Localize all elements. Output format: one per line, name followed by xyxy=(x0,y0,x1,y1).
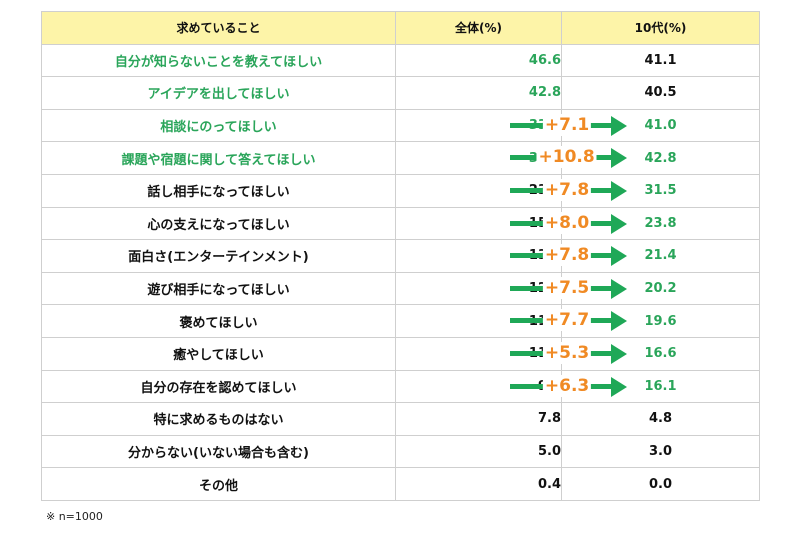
row-teen-value: 41.1 xyxy=(561,43,760,78)
header-teen: 10代(%) xyxy=(561,11,760,45)
diff-label: +5.3 xyxy=(542,341,592,364)
row-all-value: 11.3 xyxy=(395,336,562,371)
row-item-label: 褒めてほしい xyxy=(41,304,396,338)
table-row: 癒やしてほしい11.316.6 xyxy=(41,336,760,371)
row-item-label: 面白さ(エンターテインメント) xyxy=(41,239,396,273)
header-all: 全体(%) xyxy=(395,11,562,45)
row-item-label: 自分が知らないことを教えてほしい xyxy=(41,43,396,78)
table-row: 自分が知らないことを教えてほしい 46.6 41.1 xyxy=(41,43,760,78)
header-row: 求めていること 全体(%) 10代(%) xyxy=(41,11,760,45)
arrow-head-icon xyxy=(611,343,627,364)
table-row: 話し相手になってほしい23.731.5 xyxy=(41,173,760,208)
survey-table: 求めていること 全体(%) 10代(%) 自分が知らないことを教えてほしい 46.… xyxy=(41,11,760,501)
row-item-label: 分からない(いない場合も含む) xyxy=(41,434,396,469)
row-teen-value: 4.8 xyxy=(561,402,760,436)
diff-label: +6.3 xyxy=(542,374,592,397)
table-row: 心の支えになってほしい15.823.8 xyxy=(41,206,760,241)
row-item-label: その他 xyxy=(41,467,396,501)
header-item: 求めていること xyxy=(41,11,396,45)
table-row: アイデアを出してほしい 42.8 40.5 xyxy=(41,76,760,110)
diff-arrow: +7.1 xyxy=(510,113,628,138)
row-all-value: 42.8 xyxy=(395,76,562,110)
footnote: ※ n=1000 xyxy=(46,510,103,523)
row-item-label: アイデアを出してほしい xyxy=(41,76,396,110)
row-teen-value: 31.5 xyxy=(561,173,760,208)
row-all-value: 7.8 xyxy=(395,402,562,436)
diff-arrow: +6.3 xyxy=(510,374,628,399)
row-all-value: 0.4 xyxy=(395,467,562,501)
row-all-value: 11.9 xyxy=(395,304,562,338)
arrow-head-icon xyxy=(611,245,627,266)
table-row: 自分の存在を認めてほしい9.816.1 xyxy=(41,369,760,404)
row-teen-value: 20.2 xyxy=(561,271,760,306)
row-item-label: 特に求めるものはない xyxy=(41,402,396,436)
arrow-head-icon xyxy=(611,180,627,201)
diff-arrow: +10.8 xyxy=(510,145,628,170)
arrow-head-icon xyxy=(611,310,627,331)
diff-label: +7.1 xyxy=(542,113,592,136)
arrow-head-icon xyxy=(611,115,627,136)
arrow-head-icon xyxy=(611,213,627,234)
row-teen-value: 0.0 xyxy=(561,467,760,501)
arrow-head-icon xyxy=(611,376,627,397)
table-row: 課題や宿題に関して答えてほしい32.042.8 xyxy=(41,141,760,175)
table-row: その他 0.4 0.0 xyxy=(41,467,760,501)
row-item-label: 癒やしてほしい xyxy=(41,336,396,371)
table-row: 相談にのってほしい33.941.0 xyxy=(41,108,760,143)
row-teen-value: 40.5 xyxy=(561,76,760,110)
row-item-label: 話し相手になってほしい xyxy=(41,173,396,208)
row-item-label: 自分の存在を認めてほしい xyxy=(41,369,396,404)
diff-arrow: +7.5 xyxy=(510,276,628,301)
diff-arrow: +7.8 xyxy=(510,178,628,203)
row-teen-value: 21.4 xyxy=(561,239,760,273)
diff-label: +8.0 xyxy=(542,211,592,234)
row-item-label: 課題や宿題に関して答えてほしい xyxy=(41,141,396,175)
diff-label: +10.8 xyxy=(536,145,597,168)
diff-arrow: +8.0 xyxy=(510,211,628,236)
diff-arrow: +5.3 xyxy=(510,341,628,366)
row-all-value: 5.0 xyxy=(395,434,562,469)
table-body: 自分が知らないことを教えてほしい 46.6 41.1 アイデアを出してほしい 42.8 4… xyxy=(41,43,760,501)
diff-arrow: +7.8 xyxy=(510,243,628,268)
table-row: 特に求めるものはない 7.8 4.8 xyxy=(41,402,760,436)
arrow-head-icon xyxy=(611,147,627,168)
diff-label: +7.5 xyxy=(542,276,592,299)
table-row: 遊び相手になってほしい12.720.2 xyxy=(41,271,760,306)
diff-label: +7.8 xyxy=(542,243,592,266)
diff-arrow: +7.7 xyxy=(510,308,628,333)
row-all-value: 46.6 xyxy=(395,43,562,78)
row-item-label: 遊び相手になってほしい xyxy=(41,271,396,306)
table-row: 面白さ(エンターテインメント)13.621.4 xyxy=(41,239,760,273)
row-teen-value: 3.0 xyxy=(561,434,760,469)
diff-label: +7.8 xyxy=(542,178,592,201)
table-row: 褒めてほしい11.919.6 xyxy=(41,304,760,338)
row-item-label: 相談にのってほしい xyxy=(41,108,396,143)
table-row: 分からない(いない場合も含む) 5.0 3.0 xyxy=(41,434,760,469)
diff-label: +7.7 xyxy=(542,308,592,331)
arrow-head-icon xyxy=(611,278,627,299)
row-item-label: 心の支えになってほしい xyxy=(41,206,396,241)
